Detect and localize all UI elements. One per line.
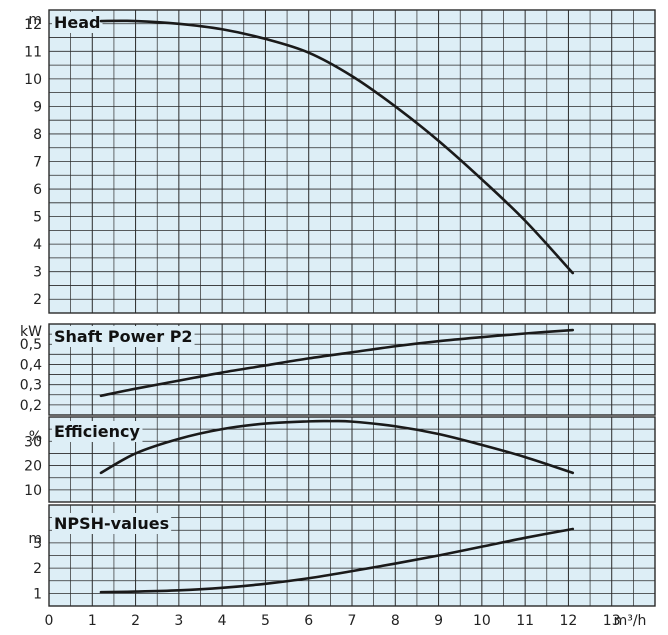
shaft-power-ytick-label: 0,2 [20, 398, 42, 414]
x-tick-label: 4 [218, 613, 227, 629]
head-ytick-label: 2 [33, 292, 42, 308]
head-ytick-label: 8 [33, 127, 42, 143]
npsh-ytick-label: 1 [33, 586, 42, 602]
head-ytick-label: 6 [33, 182, 42, 198]
npsh-curve-0 [99, 527, 575, 594]
x-tick-label: 12 [560, 613, 578, 629]
efficiency-ytick-label: 20 [24, 459, 42, 475]
efficiency-ytick-label: 10 [24, 483, 42, 499]
head-ytick-label: 12 [24, 17, 42, 33]
x-tick-label: 0 [45, 613, 54, 629]
shaft-power-ytick-label: 0,4 [20, 357, 42, 373]
head-panel-title: Head [54, 13, 101, 32]
head-panel-border [48, 9, 656, 314]
efficiency-title-background [52, 421, 143, 442]
npsh-ytick-label: 3 [33, 536, 42, 552]
head-title-background [52, 12, 103, 33]
efficiency-panel-title: Efficiency [54, 422, 140, 441]
x-tick-label: 9 [434, 613, 443, 629]
head-ytick-label: 5 [33, 210, 42, 226]
npsh-title-background [52, 513, 172, 534]
x-tick-label: 3 [174, 613, 183, 629]
efficiency-unit-label: % [29, 429, 42, 445]
shaft-power-ytick-label: 0,3 [20, 378, 42, 394]
efficiency-curve-0 [99, 419, 575, 475]
head-unit-label: m [28, 12, 42, 28]
shaft-power-curve-0 [99, 328, 575, 398]
x-tick-label: 7 [348, 613, 357, 629]
npsh-ytick-label: 2 [33, 561, 42, 577]
x-tick-label: 5 [261, 613, 270, 629]
x-tick-label: 11 [516, 613, 534, 629]
shaft-power-panel-border [48, 323, 656, 416]
x-tick-label: 2 [131, 613, 140, 629]
x-tick-label: 10 [473, 613, 491, 629]
head-ytick-label: 3 [33, 265, 42, 281]
x-tick-label: 1 [88, 613, 97, 629]
shaft-power-unit-label: kW [20, 324, 42, 340]
shaft-power-title-background [52, 326, 195, 347]
shaft-power-panel-title: Shaft Power P2 [54, 327, 193, 346]
npsh-panel-border [48, 504, 656, 607]
head-ytick-label: 4 [33, 237, 42, 253]
head-ytick-label: 9 [33, 99, 42, 115]
efficiency-ytick-label: 30 [24, 434, 42, 450]
x-tick-label: 8 [391, 613, 400, 629]
shaft-power-ytick-label: 0,5 [20, 337, 42, 353]
head-ytick-label: 7 [33, 155, 42, 171]
npsh-panel-title: NPSH-values [54, 514, 169, 533]
head-ytick-label: 11 [24, 44, 42, 60]
head-curve-0 [99, 19, 575, 275]
npsh-unit-label: m [28, 531, 42, 547]
efficiency-panel-border [48, 416, 656, 503]
x-tick-label: 13 [603, 613, 621, 629]
head-ytick-label: 10 [24, 72, 42, 88]
x-unit-label: m³/h [614, 613, 647, 629]
x-tick-label: 6 [304, 613, 313, 629]
